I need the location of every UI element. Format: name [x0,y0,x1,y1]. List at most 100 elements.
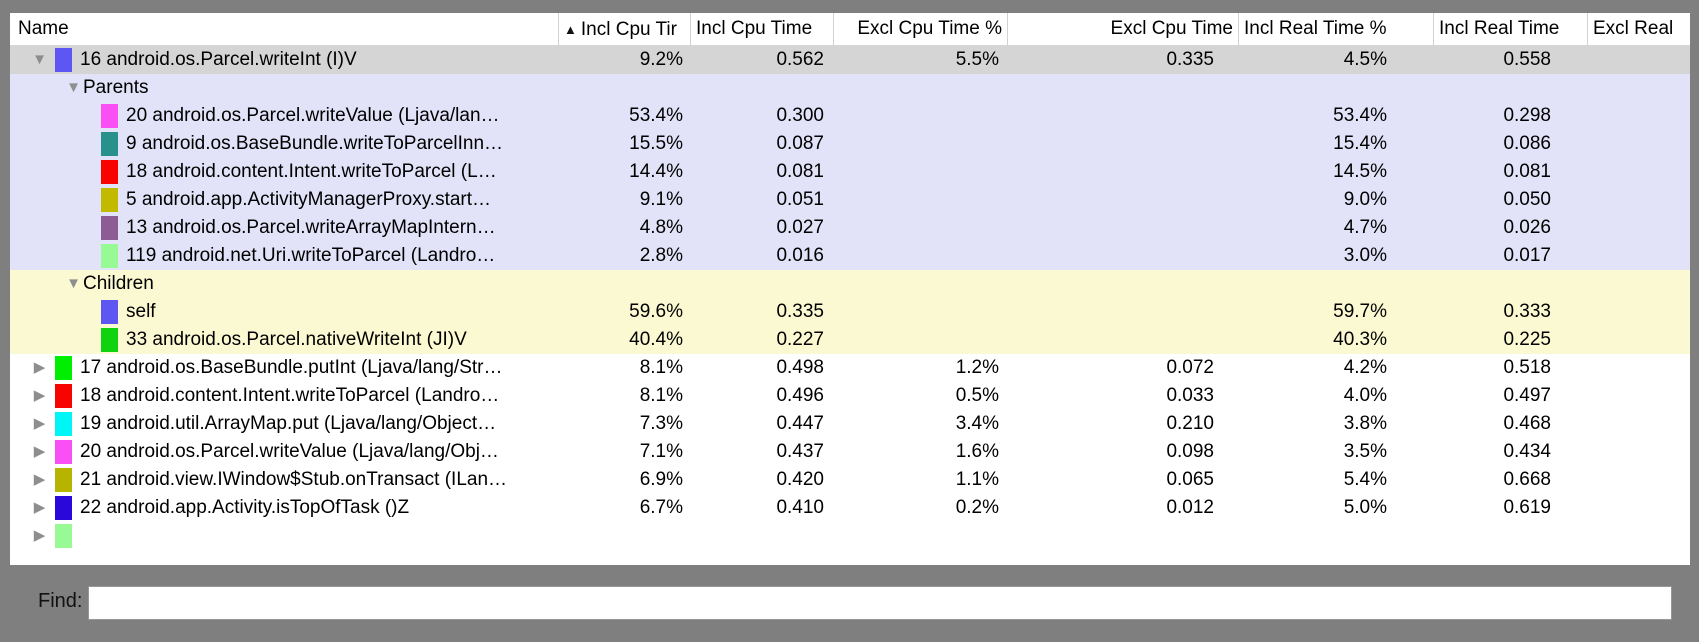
table-row[interactable]: 20 android.os.Parcel.writeValue (Ljava/l… [10,102,1690,130]
cell-incl_cpu_pct: 6.7% [639,497,683,518]
cell-excl_cpu_pct [833,298,1007,326]
table-row[interactable]: 119 android.net.Uri.writeToParcel (Landr… [10,242,1690,270]
cell-incl_cpu_pct: 59.6% [629,301,683,322]
cell-excl_cpu_pct [833,74,1007,102]
cell-incl_real_pct: 40.3% [1333,329,1387,350]
cell-incl_real: 0.668 [1503,469,1551,490]
cell-excl_real [1587,326,1690,354]
cell-excl_cpu_pct [833,270,1007,298]
cell-excl_cpu_pct: 0.2% [955,497,999,518]
cell-incl_real: 0.086 [1503,133,1551,154]
cell-incl_real: 0.619 [1503,497,1551,518]
cell-name: ▶ 19 android.util.ArrayMap.put (Ljava/lan… [10,410,558,438]
cell-excl_real [1587,270,1690,298]
table-row[interactable]: self 59.6% 0.335 59.7% 0.333 [10,298,1690,326]
expander-right-icon[interactable]: ▶ [33,415,46,432]
method-name: 9 android.os.BaseBundle.writeToParcelInn… [126,133,504,154]
expander-down-icon[interactable]: ▼ [66,275,81,292]
cell-name: ▼ 16 android.os.Parcel.writeInt (I)V [10,46,558,74]
column-header-name[interactable]: Name [18,18,69,39]
table-row[interactable]: 5 android.app.ActivityManagerProxy.start… [10,186,1690,214]
column-header-incl-cpu-time[interactable]: Incl Cpu Time [690,13,833,45]
cell-excl_cpu_pct [833,186,1007,214]
column-header-incl-cpu-time-pct[interactable]: ▲ Incl Cpu Tir [558,13,690,45]
table-row[interactable]: ▶ 19 android.util.ArrayMap.put (Ljava/lan… [10,410,1690,438]
cell-excl_real [1587,466,1690,494]
cell-excl_cpu_pct: 5.5% [955,49,999,70]
cell-incl_real: 0.298 [1503,105,1551,126]
cell-incl_cpu: 0.562 [776,49,824,70]
table-row[interactable]: ▶ 22 android.app.Activity.isTopOfTask ()Z… [10,494,1690,522]
cell-excl_real [1587,74,1690,102]
indent-spacer [10,424,30,425]
cell-excl_real [1587,410,1690,438]
indent-spacer [10,88,64,89]
method-color-chip [101,328,118,352]
table-row[interactable]: 33 android.os.Parcel.nativeWriteInt (JI)… [10,326,1690,354]
indent-spacer [10,144,101,145]
cell-incl_real_pct: 4.5% [1343,49,1387,70]
cell-excl_cpu_pct [833,214,1007,242]
method-name: 33 android.os.Parcel.nativeWriteInt (JI)… [126,329,467,350]
cell-excl_cpu [1007,270,1238,298]
cell-excl_cpu_pct [833,130,1007,158]
cell-incl_real_pct [1238,522,1433,550]
expander-right-icon[interactable]: ▶ [33,359,46,376]
cell-incl_cpu_pct [558,270,690,298]
profiler-table: Name ▲ Incl Cpu Tir Incl Cpu Time Excl C… [10,13,1690,565]
method-name: 20 android.os.Parcel.writeValue (Ljava/l… [80,441,499,462]
expander-down-icon[interactable]: ▼ [32,51,47,68]
cell-incl_real: 0.017 [1503,245,1551,266]
table-row[interactable]: ▶ 17 android.os.BaseBundle.putInt (Ljava/… [10,354,1690,382]
cell-excl_cpu_pct: 3.4% [955,413,999,434]
cell-incl_real_pct: 4.0% [1343,385,1387,406]
table-row[interactable]: ▼ 16 android.os.Parcel.writeInt (I)V 9.2% 0… [10,46,1690,74]
table-row[interactable]: ▶ 20 android.os.Parcel.writeValue (Ljava/… [10,438,1690,466]
cell-excl_cpu: 0.098 [1166,441,1214,462]
expander-down-icon[interactable]: ▼ [66,79,81,96]
cell-excl_cpu_pct [833,158,1007,186]
cell-excl_cpu [1007,522,1238,550]
cell-excl_real [1587,46,1690,74]
cell-excl_real [1587,102,1690,130]
cell-name: ▶ 20 android.os.Parcel.writeValue (Ljava/… [10,438,558,466]
cell-incl_cpu: 0.081 [776,161,824,182]
method-name: 20 android.os.Parcel.writeValue (Ljava/l… [126,105,500,126]
method-name: 5 android.app.ActivityManagerProxy.start… [126,189,492,210]
column-header-excl-real-time[interactable]: Excl Real [1587,13,1690,45]
table-row[interactable]: ▶ 21 android.view.IWindow$Stub.onTransact… [10,466,1690,494]
column-header-incl-real-time-pct[interactable]: Incl Real Time % [1238,13,1433,45]
cell-excl_cpu [1007,74,1238,102]
expander-right-icon[interactable]: ▶ [33,443,46,460]
cell-excl_cpu_pct [833,326,1007,354]
table-row[interactable]: ▶ 18 android.content.Intent.writeToParcel… [10,382,1690,410]
cell-incl_cpu: 0.496 [776,385,824,406]
cell-incl_cpu [690,522,833,550]
cell-excl_real [1587,382,1690,410]
column-header-excl-cpu-time[interactable]: Excl Cpu Time [1007,13,1238,45]
cell-incl_real_pct: 5.0% [1343,497,1387,518]
cell-excl_real [1587,522,1690,550]
cell-excl_cpu_pct: 1.6% [955,441,999,462]
expander-right-icon[interactable]: ▶ [33,471,46,488]
cell-excl_real [1587,494,1690,522]
group-row[interactable]: ▼ Parents [10,74,1690,102]
cell-name: ▶ 18 android.content.Intent.writeToParcel… [10,382,558,410]
group-row[interactable]: ▼ Children [10,270,1690,298]
method-name: 18 android.content.Intent.writeToParcel … [126,161,497,182]
table-row[interactable]: 18 android.content.Intent.writeToParcel … [10,158,1690,186]
find-input[interactable] [88,586,1672,620]
expander-right-icon[interactable]: ▶ [33,499,46,516]
indent-spacer [10,228,101,229]
cell-excl_real [1587,242,1690,270]
table-row[interactable]: 9 android.os.BaseBundle.writeToParcelInn… [10,130,1690,158]
expander-right-icon[interactable]: ▶ [33,387,46,404]
cell-incl_real: 0.558 [1503,49,1551,70]
table-row[interactable]: ▶ [10,522,1690,550]
column-header-incl-real-time[interactable]: Incl Real Time [1433,13,1587,45]
cell-incl_real: 0.225 [1503,329,1551,350]
table-row[interactable]: 13 android.os.Parcel.writeArrayMapIntern… [10,214,1690,242]
cell-excl_real [1587,158,1690,186]
column-header-excl-cpu-time-pct[interactable]: Excl Cpu Time % [833,13,1007,45]
expander-right-icon[interactable]: ▶ [33,527,46,544]
